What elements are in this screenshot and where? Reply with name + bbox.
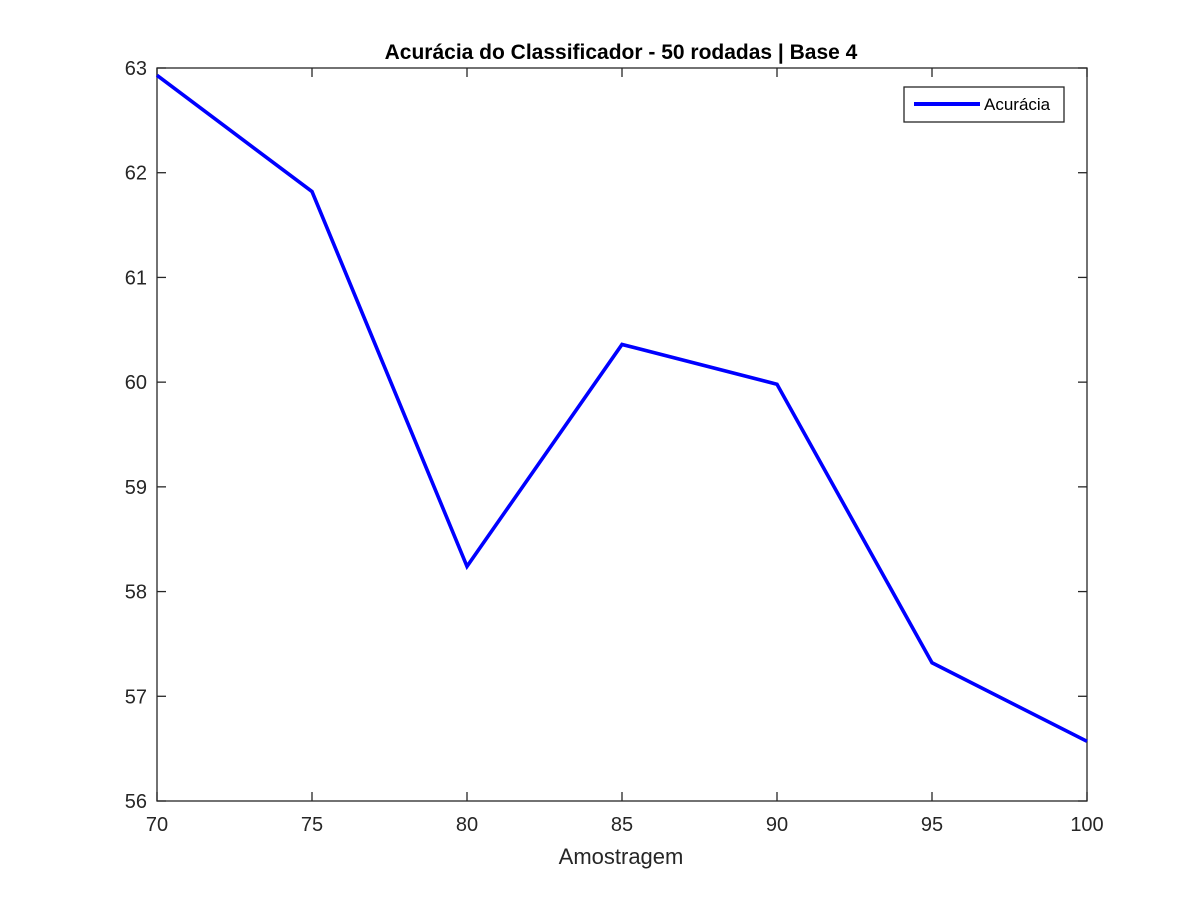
y-tick-label: 62 [125, 163, 147, 185]
y-tick-label: 63 [125, 58, 147, 80]
x-axis-label: Amostragem [559, 844, 684, 869]
series-line-acuracia [155, 73, 1088, 743]
y-tick-label: 61 [125, 267, 147, 289]
y-tick-label: 60 [125, 372, 147, 394]
series-lines [155, 73, 1088, 743]
x-tick-label: 75 [301, 814, 323, 836]
x-tick-label: 80 [456, 814, 478, 836]
x-tick-label: 100 [1070, 814, 1103, 836]
legend-entry: Acurácia [984, 95, 1051, 114]
y-tick-label: 59 [125, 477, 147, 499]
x-tick-label: 90 [766, 814, 788, 836]
axis-ticks [156, 67, 1088, 802]
y-tick-label: 58 [125, 582, 147, 604]
y-tick-label: 57 [125, 686, 147, 708]
axis-tick-labels: 70 75 80 85 90 95 100 56 57 58 59 60 61 62 63 [125, 58, 1104, 836]
legend: Acurácia [903, 86, 1065, 123]
x-tick-label: 70 [146, 814, 168, 836]
x-tick-label: 95 [921, 814, 943, 836]
y-tick-label: 56 [125, 791, 147, 813]
x-tick-label: 85 [611, 814, 633, 836]
chart-title: Acurácia do Classificador - 50 rodadas |… [385, 41, 858, 64]
